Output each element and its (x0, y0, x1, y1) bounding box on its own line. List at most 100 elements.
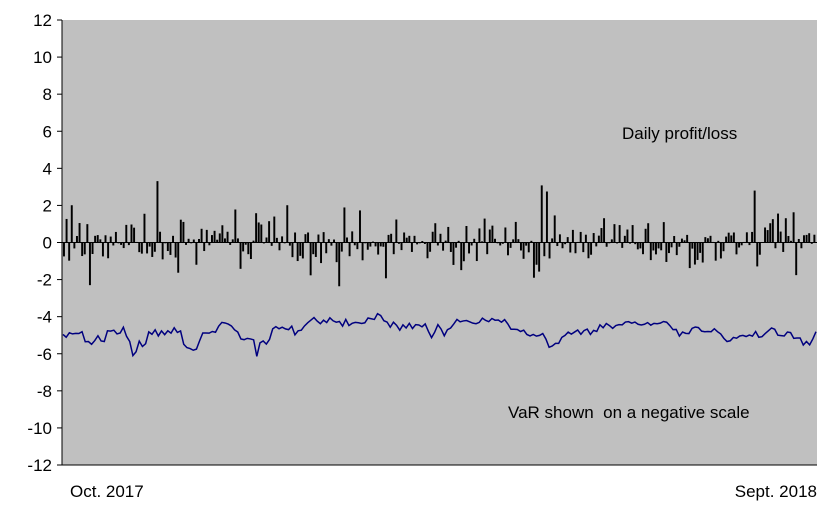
pl-bar (107, 242, 110, 259)
pl-bar (379, 242, 382, 247)
pl-bar (146, 242, 149, 254)
pl-bar (296, 242, 299, 262)
pl-bar (590, 242, 593, 255)
pl-bar (629, 242, 631, 244)
pl-bar (229, 242, 232, 245)
pl-bar (226, 231, 229, 243)
y-tick-label: -6 (37, 345, 52, 364)
pl-bar (597, 235, 600, 243)
pl-bar (730, 235, 733, 243)
pl-bar (86, 224, 89, 243)
pl-bar (198, 238, 200, 243)
pl-bar (73, 242, 76, 249)
pl-bar (340, 242, 343, 252)
pl-bar (530, 240, 533, 243)
pl-bar (701, 242, 704, 263)
pl-bar (706, 238, 709, 243)
pl-bar (211, 235, 213, 243)
pl-bar (709, 235, 712, 243)
y-tick-label: -4 (37, 308, 52, 327)
pl-bar (333, 239, 335, 243)
pl-bar (756, 242, 759, 267)
pl-bar (452, 242, 455, 265)
pl-bar (507, 242, 509, 256)
pl-bar (143, 213, 146, 243)
pl-bar (686, 234, 689, 243)
pl-bar (221, 225, 224, 243)
pl-bar (800, 242, 803, 249)
pl-bar (133, 227, 136, 243)
pl-bar (514, 221, 517, 243)
pl-bar (693, 242, 696, 265)
pl-bar (481, 241, 483, 243)
pl-bar (257, 222, 260, 243)
pl-bar (127, 242, 130, 246)
pl-bar (634, 242, 637, 245)
pl-bar (161, 242, 164, 260)
pl-bar (405, 237, 408, 243)
pl-bar (439, 233, 442, 243)
pl-bar (151, 242, 154, 257)
pl-bar (748, 242, 751, 246)
pl-bar (307, 232, 310, 243)
pl-bar (657, 242, 660, 249)
pl-bar (413, 235, 416, 243)
pl-bar (696, 242, 699, 260)
pl-bar (808, 233, 811, 243)
pl-bar (299, 242, 302, 256)
pl-bar (395, 219, 398, 243)
pl-bar (366, 242, 369, 250)
pl-bar (647, 223, 650, 243)
pl-bar (148, 242, 151, 247)
y-tick-label: 12 (33, 11, 52, 30)
pl-bar (192, 239, 195, 243)
pl-bar (465, 226, 468, 243)
pl-bar (174, 242, 177, 258)
pl-bar (247, 242, 250, 255)
pl-bar (636, 242, 639, 250)
pl-bar (584, 234, 587, 243)
pl-bar (642, 242, 644, 255)
pl-bar (205, 229, 208, 243)
pl-bar (535, 242, 538, 265)
pl-bar (327, 239, 330, 243)
x-axis-end-label: Sept. 2018 (735, 482, 817, 501)
pl-bar (185, 242, 187, 245)
pl-bar (652, 242, 655, 251)
pl-bar (156, 181, 159, 243)
pl-bar (434, 223, 437, 243)
pl-bar (125, 224, 128, 243)
pl-bar (740, 242, 743, 246)
pl-bar (675, 242, 678, 256)
pl-bar (179, 219, 182, 243)
pl-bar (231, 239, 234, 243)
pl-bar (795, 242, 798, 276)
pl-bar (797, 238, 800, 243)
pl-bar (532, 242, 535, 278)
pl-bar (436, 242, 439, 246)
pl-bar (753, 190, 756, 243)
pl-bar (166, 242, 169, 252)
pl-bar (288, 242, 291, 246)
pl-bar (455, 242, 458, 248)
pl-bar (603, 218, 606, 243)
x-axis-start-label: Oct. 2017 (70, 482, 144, 501)
pl-bar (65, 218, 68, 243)
pl-bar (281, 236, 284, 243)
pl-bar (683, 240, 686, 243)
pl-bar (491, 225, 494, 243)
pl-bar (587, 242, 590, 259)
pl-bar (699, 242, 702, 253)
pl-bar (356, 242, 359, 250)
y-tick-label: -2 (37, 271, 52, 290)
pl-bar (255, 213, 258, 243)
pl-bar (813, 234, 816, 243)
pl-bar (566, 237, 569, 243)
pl-bar (83, 242, 86, 255)
pl-bar (312, 242, 315, 255)
pl-bar (275, 237, 278, 243)
pl-bar (359, 210, 361, 243)
pl-bar (738, 242, 741, 248)
pl-bar (468, 242, 471, 254)
pl-bar (605, 242, 608, 247)
